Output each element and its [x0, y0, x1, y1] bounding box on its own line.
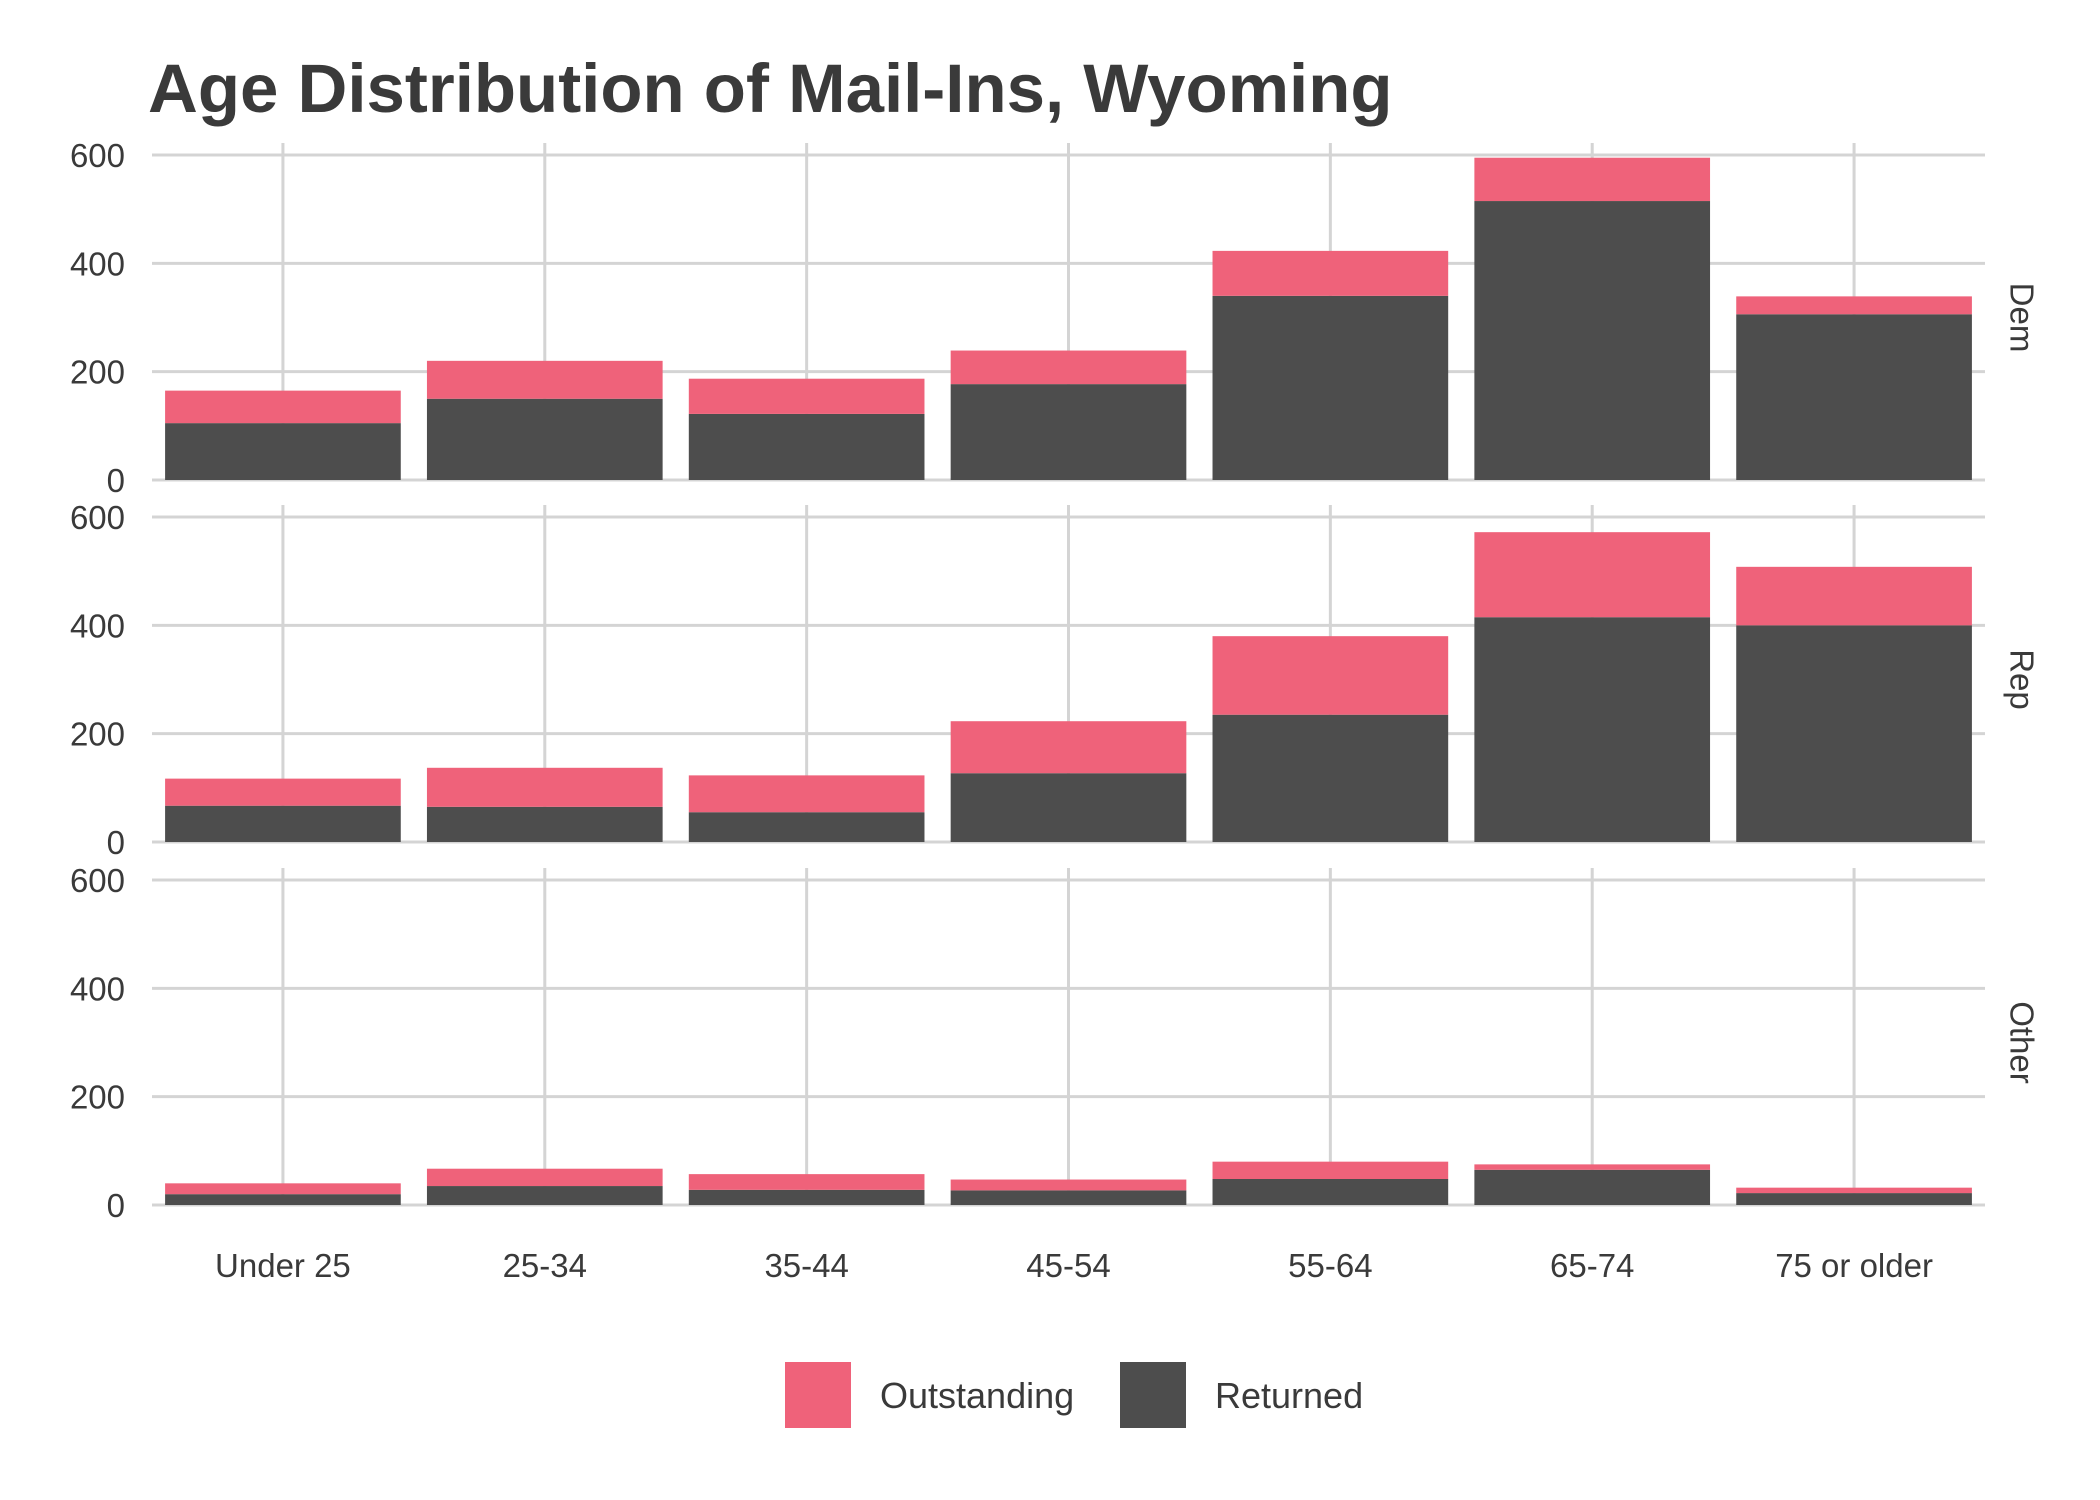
bar-rep-45-54-outstanding: [950, 721, 1187, 774]
bar-dem-under-25-returned: [165, 423, 401, 480]
bar-rep-75-or-older-outstanding: [1736, 566, 1972, 626]
bar-dem-35-44-outstanding: [688, 378, 925, 414]
x-tick-label: 65-74: [1550, 1247, 1634, 1284]
bar-rep-35-44-returned: [688, 812, 925, 842]
y-tick-label: 400: [70, 970, 125, 1007]
facet-label-other: Other: [2004, 1001, 2041, 1084]
bar-other-55-64-outstanding: [1212, 1161, 1449, 1179]
bar-other-75-or-older-returned: [1736, 1193, 1972, 1205]
legend: Outstanding Returned: [785, 1362, 1363, 1428]
bar-rep-55-64-returned: [1212, 714, 1449, 842]
x-tick-label: 55-64: [1288, 1247, 1372, 1284]
bar-rep-under-25-returned: [165, 805, 401, 842]
bar-other-35-44-returned: [688, 1189, 925, 1205]
y-tick-label: 200: [70, 354, 125, 391]
bar-other-45-54-returned: [950, 1190, 1187, 1205]
bar-rep-25-34-returned: [426, 806, 663, 842]
y-tick-label: 600: [70, 137, 125, 174]
bar-rep-25-34-outstanding: [426, 767, 663, 807]
y-tick-label: 400: [70, 607, 125, 644]
bar-other-under-25-returned: [165, 1194, 401, 1205]
facet-label-rep: Rep: [2004, 649, 2041, 710]
legend-label-returned: Returned: [1215, 1375, 1363, 1416]
panel-rep: 0 200 400 600 Rep: [70, 499, 2041, 861]
bar-other-55-64-returned: [1212, 1179, 1449, 1205]
bar-other-65-74-outstanding: [1474, 1164, 1711, 1170]
bar-dem-75-or-older-outstanding: [1736, 296, 1972, 315]
bar-dem-65-74-returned: [1474, 201, 1711, 480]
x-tick-label: Under 25: [215, 1247, 351, 1284]
bar-rep-75-or-older-returned: [1736, 625, 1972, 842]
bar-dem-55-64-outstanding: [1212, 250, 1449, 296]
y-tick-label: 600: [70, 862, 125, 899]
bar-other-75-or-older-outstanding: [1736, 1187, 1972, 1194]
bar-rep-under-25-outstanding: [165, 778, 401, 806]
x-tick-label: 35-44: [764, 1247, 848, 1284]
bar-other-under-25-outstanding: [165, 1183, 401, 1195]
bar-dem-under-25-outstanding: [165, 390, 401, 424]
bar-rep-35-44-outstanding: [688, 775, 925, 813]
facet-panels: 0 200 400 600 Dem 0 200 400 600 Rep 0 200 400 600 Othe…: [70, 137, 2041, 1224]
bar-dem-25-34-returned: [426, 398, 663, 480]
y-tick-label: 0: [107, 462, 125, 499]
bar-rep-45-54-returned: [950, 773, 1187, 842]
bar-dem-75-or-older-returned: [1736, 314, 1972, 480]
bar-rep-65-74-returned: [1474, 617, 1711, 842]
bar-dem-45-54-outstanding: [950, 350, 1187, 385]
x-tick-label: 75 or older: [1775, 1247, 1933, 1284]
facet-label-dem: Dem: [2004, 283, 2041, 353]
bar-dem-35-44-returned: [688, 413, 925, 480]
bar-other-35-44-outstanding: [688, 1174, 925, 1190]
y-tick-label: 200: [70, 716, 125, 753]
y-tick-label: 0: [107, 1187, 125, 1224]
x-tick-label: 45-54: [1026, 1247, 1110, 1284]
legend-swatch-outstanding: [785, 1362, 851, 1428]
y-tick-label: 600: [70, 499, 125, 536]
y-tick-label: 400: [70, 245, 125, 282]
chart-title: Age Distribution of Mail-Ins, Wyoming: [148, 50, 1393, 127]
legend-swatch-returned: [1120, 1362, 1186, 1428]
bar-dem-55-64-returned: [1212, 295, 1449, 480]
bar-other-25-34-returned: [426, 1186, 663, 1205]
y-tick-label: 0: [107, 824, 125, 861]
bar-rep-55-64-outstanding: [1212, 636, 1449, 715]
bar-other-25-34-outstanding: [426, 1168, 663, 1187]
bar-dem-65-74-outstanding: [1474, 157, 1711, 202]
bar-rep-65-74-outstanding: [1474, 532, 1711, 618]
bar-other-45-54-outstanding: [950, 1179, 1187, 1191]
legend-label-outstanding: Outstanding: [880, 1375, 1074, 1416]
y-tick-label: 200: [70, 1079, 125, 1116]
panel-dem: 0 200 400 600 Dem: [70, 137, 2041, 499]
x-tick-label: 25-34: [503, 1247, 587, 1284]
panel-other: 0 200 400 600 Other: [70, 862, 2041, 1224]
bar-other-65-74-returned: [1474, 1169, 1711, 1205]
bar-dem-45-54-returned: [950, 384, 1187, 480]
bar-dem-25-34-outstanding: [426, 360, 663, 399]
x-axis: Under 25 25-34 35-44 45-54 55-64 65-74 75 or o…: [215, 1247, 1933, 1284]
